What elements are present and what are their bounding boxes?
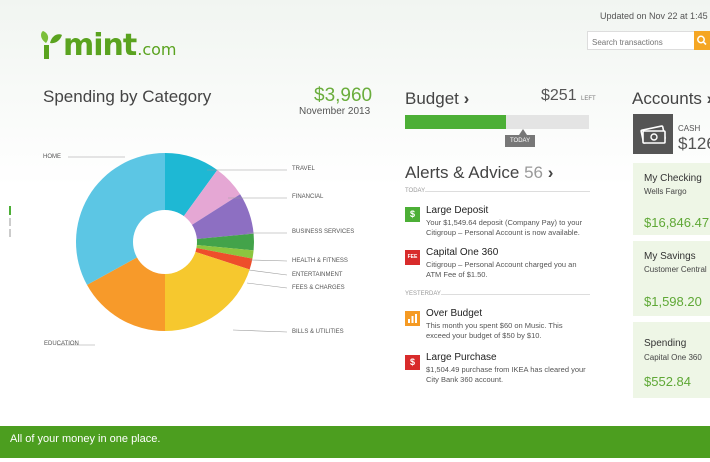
- mint-logo[interactable]: mint .com: [40, 15, 177, 61]
- chart-label-entertainment: ENTERTAINMENT: [292, 272, 343, 278]
- leaf-icon: [41, 31, 62, 59]
- account-name: Spending: [644, 338, 687, 349]
- search-box[interactable]: [587, 31, 696, 50]
- account-balance: $1,598.20: [644, 294, 702, 309]
- leader-line: [249, 259, 288, 262]
- alerts-count: 56: [524, 163, 543, 182]
- alert-title: Large Deposit: [426, 205, 489, 216]
- alert-text: Your $1,549.64 deposit (Company Pay) to …: [426, 218, 583, 237]
- account-institution: Wells Fargo: [644, 187, 687, 196]
- accounts-title: Accounts: [632, 89, 702, 108]
- chart-label-financial: FINANCIAL: [292, 194, 324, 200]
- leader-line: [248, 269, 288, 276]
- alert-text: $1,504.49 purchase from IKEA has cleared…: [426, 365, 586, 384]
- account-tile-checking[interactable]: My Checking Wells Fargo $16,846.47: [633, 163, 710, 235]
- divider: [441, 294, 590, 295]
- leader-line: [246, 282, 288, 289]
- alert-text: Citigroup – Personal Account charged you…: [426, 260, 577, 279]
- search-icon: [697, 35, 707, 46]
- chart-label-travel: TRAVEL: [292, 166, 315, 172]
- chevron-right-icon: ›: [463, 89, 470, 108]
- chevron-right-icon: ›: [707, 89, 710, 108]
- footer-tagline: All of your money in one place.: [10, 433, 161, 445]
- chart-label-education: EDUCATION: [44, 341, 79, 347]
- budget-amount-suffix: LEFT: [581, 96, 596, 102]
- budget-amount: $251: [541, 87, 577, 104]
- account-name: My Checking: [644, 173, 702, 184]
- mint-app-window: mint .com Updated on Nov 22 at 1:45 PM S…: [0, 0, 710, 415]
- alert-title: Large Purchase: [426, 352, 497, 363]
- today-marker: [519, 129, 527, 135]
- footer-banner: [0, 426, 710, 458]
- page-indicator-active: [9, 206, 11, 215]
- budget-title-link[interactable]: Budget ›: [405, 89, 469, 109]
- alert-item-large-deposit[interactable]: $ Large Deposit Your $1,549.64 deposit (…: [405, 205, 595, 241]
- account-institution: Customer Central: [644, 265, 707, 274]
- spending-total: $3,960: [314, 85, 373, 106]
- alert-text: This month you spent $60 on Music. This …: [426, 321, 563, 340]
- divider: [425, 191, 590, 192]
- budget-today-tag: TODAY: [505, 135, 536, 147]
- chart-leader-lines: [57, 156, 288, 346]
- account-tile-savings[interactable]: My Savings Customer Central $1,598.20: [633, 241, 710, 316]
- budget-progress-fill: [405, 115, 507, 129]
- fee-icon: FEE: [405, 250, 420, 265]
- leader-line: [232, 329, 288, 333]
- chart-label-fees-charges: FEES & CHARGES: [292, 285, 345, 291]
- alert-item-large-purchase[interactable]: $ Large Purchase $1,504.49 purchase from…: [405, 352, 595, 388]
- logo-domain-suffix: .com: [137, 40, 177, 59]
- page-indicator: [9, 218, 11, 226]
- chart-label-business-services: BUSINESS SERVICES: [292, 229, 355, 235]
- budget-remaining: $251 LEFT: [541, 87, 596, 105]
- accounts-title-link[interactable]: Accounts ›: [632, 89, 710, 109]
- account-balance: $16,846.47: [644, 215, 710, 230]
- account-institution: Capital One 360: [644, 353, 702, 362]
- cash-icon: [640, 125, 666, 144]
- spending-period: November 2013: [299, 106, 371, 117]
- cash-tile[interactable]: [633, 114, 673, 154]
- alerts-group-label-yesterday: YESTERDAY: [405, 291, 441, 297]
- chart-label-health-fitness: HEALTH & FITNESS: [292, 258, 348, 264]
- cash-amount: $126: [678, 134, 710, 153]
- donut-slice-health-fitness[interactable]: [165, 233, 254, 251]
- donut-hole: [133, 210, 197, 274]
- dollar-icon: $: [405, 355, 420, 370]
- account-tile-spending[interactable]: Spending Capital One 360 $552.84: [633, 322, 710, 398]
- cash-label: CASH: [678, 124, 701, 133]
- search-input[interactable]: [588, 35, 696, 50]
- spending-donut-chart: [57, 153, 288, 346]
- spending-title[interactable]: Spending by Category: [43, 87, 212, 106]
- dollar-icon: $: [405, 207, 420, 222]
- budget-title: Budget: [405, 89, 459, 108]
- alerts-title: Alerts & Advice: [405, 163, 520, 182]
- alert-item-over-budget[interactable]: Over Budget This month you spent $60 on …: [405, 308, 595, 344]
- alert-title: Over Budget: [426, 308, 483, 319]
- chart-label-bills-utilities: BILLS & UTILITIES: [292, 329, 344, 335]
- alerts-group-label-today: TODAY: [405, 188, 426, 194]
- chevron-right-icon: ›: [547, 163, 554, 182]
- account-name: My Savings: [644, 251, 696, 262]
- account-balance: $552.84: [644, 374, 691, 389]
- bar-chart-icon: [405, 311, 420, 326]
- logo-wordmark: mint: [63, 28, 137, 63]
- page-indicator: [9, 229, 11, 237]
- alert-item-capital-one[interactable]: FEE Capital One 360 Citigroup – Personal…: [405, 247, 595, 283]
- last-updated-text: Updated on Nov 22 at 1:45 PM: [600, 11, 710, 21]
- search-button[interactable]: [694, 31, 710, 50]
- alert-title: Capital One 360: [426, 247, 499, 258]
- chart-label-home: HOME: [43, 154, 61, 160]
- alerts-title-link[interactable]: Alerts & Advice 56 ›: [405, 163, 553, 183]
